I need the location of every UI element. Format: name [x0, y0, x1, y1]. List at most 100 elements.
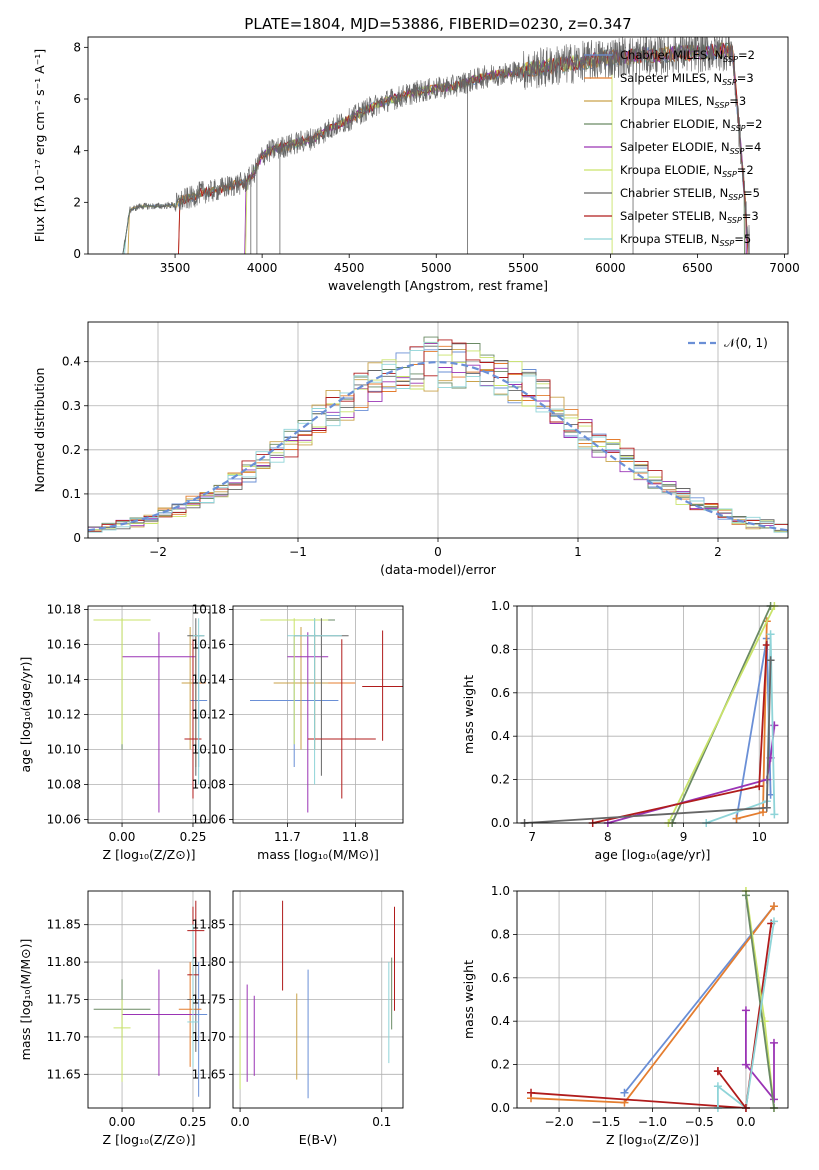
x-tick-label: 5000: [421, 261, 452, 275]
x-tick-label: 11.8: [342, 830, 369, 844]
x-tick-label: 5500: [508, 261, 539, 275]
y-tick-label: 8: [73, 40, 81, 54]
y-tick-label: 11.65: [192, 1067, 226, 1081]
x-tick-label: 0.00: [109, 1115, 136, 1129]
weight-marker: [741, 1060, 750, 1069]
y-tick-label: 10.10: [47, 743, 81, 757]
y-tick-label: 10.14: [47, 673, 81, 687]
x-tick-label: 6000: [595, 261, 626, 275]
y-axis-label: mass weight: [461, 960, 476, 1039]
y-tick-label: 11.80: [47, 955, 81, 969]
legend-label-4: Salpeter ELODIE, NSSP=4: [620, 140, 761, 156]
weight-marker: [766, 630, 775, 639]
x-tick-label: −1.5: [591, 1115, 620, 1129]
y-axis-label: Flux [fλ 10⁻¹⁷ erg cm⁻² s⁻¹ A⁻¹]: [32, 49, 47, 242]
x-axis-label: wavelength [Angstrom, rest frame]: [328, 278, 548, 293]
weight-marker: [759, 808, 768, 817]
weight-marker: [766, 656, 775, 665]
y-tick-label: 0.2: [62, 443, 81, 457]
weight-line-7: [717, 1070, 747, 1108]
y-tick-label: 0.3: [62, 399, 81, 413]
x-tick-label: 0.25: [180, 830, 207, 844]
y-tick-label: 0.2: [491, 1058, 510, 1072]
y-tick-label: 11.80: [192, 955, 226, 969]
x-tick-label: 0.25: [180, 1115, 207, 1129]
y-tick-label: 10.16: [192, 638, 226, 652]
normal-reference-curve: [88, 360, 788, 532]
weight-marker: [769, 1038, 778, 1047]
chart-mass-vs-Z: 0.00 0.25 11.65 11.70 11.75 11.80 11.85 Z [log₁…: [18, 890, 211, 1147]
histogram-8: [88, 341, 788, 536]
y-tick-label: 11.65: [47, 1067, 81, 1081]
y-tick-label: 11.75: [192, 993, 226, 1007]
axes-frame: [87, 321, 789, 539]
chart-weight-vs-age: 7 8 9 10 0.0 0.2 0.4 0.6 0.8 1.0 age [log₁₀(age/yr…: [461, 599, 789, 862]
chart-spectrum: 3500 4000 4500 5000 5500 6000 6500 7000 0 2 4 6 8 wav…: [32, 36, 800, 293]
y-tick-label: 11.70: [192, 1030, 226, 1044]
x-tick-label: 4500: [334, 261, 365, 275]
y-axis-label: age [log₁₀(age/yr)]: [18, 657, 33, 773]
y-tick-label: 10.10: [192, 743, 226, 757]
x-tick-label: 10: [752, 830, 767, 844]
y-tick-label: 10.12: [192, 708, 226, 722]
y-tick-label: 0.6: [491, 686, 510, 700]
x-tick-label: −1: [289, 545, 307, 559]
weight-line-6: [717, 921, 775, 1108]
axes-frame: [516, 890, 789, 1109]
y-tick-label: 10.12: [47, 708, 81, 722]
x-axis-label: (data-model)/error: [380, 562, 497, 577]
x-tick-label: 3500: [160, 261, 191, 275]
y-tick-label: 11.85: [47, 918, 81, 932]
y-tick-label: 2: [73, 195, 81, 209]
y-tick-label: 0.2: [491, 773, 510, 787]
x-axis-label: age [log₁₀(age/yr)]: [595, 847, 711, 862]
weight-marker: [741, 891, 750, 900]
y-tick-label: 0.0: [491, 1101, 510, 1115]
weight-marker: [620, 1088, 629, 1097]
y-tick-label: 0.8: [491, 642, 510, 656]
spectrum-line-6: [122, 37, 751, 254]
y-tick-label: 1.0: [491, 599, 510, 613]
x-tick-label: 4000: [247, 261, 278, 275]
axes-frame: [232, 890, 404, 1109]
y-tick-label: 10.06: [192, 813, 226, 827]
y-tick-label: 0: [73, 247, 81, 261]
y-tick-label: 11.85: [192, 918, 226, 932]
legend-label-5: Kroupa ELODIE, NSSP=2: [620, 163, 754, 179]
weight-line-2: [530, 923, 773, 1108]
x-axis-label: Z [log₁₀(Z/Z⊙)]: [606, 1132, 699, 1147]
x-axis-label: E(B-V): [299, 1132, 338, 1147]
weight-marker: [732, 814, 741, 823]
x-tick-label: 1: [574, 545, 582, 559]
legend-label-0: Chabrier MILES, NSSP=2: [620, 48, 755, 64]
x-tick-label: −1.0: [638, 1115, 667, 1129]
weight-marker: [769, 902, 778, 911]
weight-marker: [741, 1006, 750, 1015]
legend-label-7: Salpeter STELIB, NSSP=3: [620, 209, 759, 225]
chart-residuals: −2 −1 0 1 2 0 0.1 0.2 0.3 0.4 (data-model)/error No…: [32, 321, 789, 577]
weight-marker: [713, 1082, 722, 1091]
y-axis-label: Normed distribution: [32, 368, 47, 493]
y-tick-label: 0.6: [491, 971, 510, 985]
y-tick-label: 11.70: [47, 1030, 81, 1044]
y-tick-label: 0.0: [491, 816, 510, 830]
weight-marker: [769, 917, 778, 926]
chart-age-vs-mass: 11.7 11.8 10.06 10.08 10.10 10.12 10.14 10.16 10…: [192, 603, 404, 862]
y-tick-label: 0.4: [62, 355, 81, 369]
axes-frame: [87, 890, 211, 1109]
axes-frame: [516, 605, 789, 824]
axes-frame: [87, 605, 211, 824]
x-tick-label: 2: [714, 545, 722, 559]
weight-line-5: [745, 895, 775, 1108]
axes-frame: [232, 605, 404, 824]
weight-marker: [755, 782, 764, 791]
y-axis-label: mass weight: [461, 675, 476, 754]
legend-label-normal: 𝒩(0, 1): [724, 336, 768, 350]
y-tick-label: 10.18: [192, 603, 226, 617]
x-tick-label: 7: [528, 830, 536, 844]
y-tick-label: 11.75: [47, 993, 81, 1007]
y-tick-label: 4: [73, 144, 81, 158]
weight-line-4: [745, 1010, 775, 1102]
x-tick-label: 7000: [769, 261, 800, 275]
